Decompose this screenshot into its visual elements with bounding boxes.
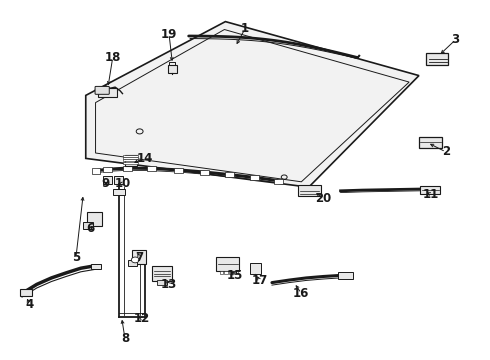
Text: 17: 17 xyxy=(251,274,268,287)
Bar xyxy=(113,189,125,195)
Bar xyxy=(250,175,259,180)
Bar xyxy=(157,280,167,285)
Bar xyxy=(174,168,183,173)
Text: 15: 15 xyxy=(227,269,244,282)
Text: 20: 20 xyxy=(315,192,332,204)
FancyBboxPatch shape xyxy=(95,86,109,94)
Polygon shape xyxy=(86,22,419,187)
Text: 18: 18 xyxy=(104,51,121,64)
Bar xyxy=(338,272,353,279)
Text: 7: 7 xyxy=(136,251,144,264)
Bar xyxy=(87,212,102,226)
Bar xyxy=(92,168,100,174)
Text: 3: 3 xyxy=(452,33,460,46)
Bar xyxy=(168,65,177,73)
Bar xyxy=(152,266,172,281)
Bar xyxy=(83,222,93,229)
Text: 6: 6 xyxy=(87,222,95,235)
Text: 4: 4 xyxy=(25,298,33,311)
Bar xyxy=(426,53,448,65)
Text: 5: 5 xyxy=(72,251,80,264)
Bar xyxy=(216,257,239,271)
Bar xyxy=(98,88,117,97)
Bar xyxy=(123,166,132,171)
Bar xyxy=(147,166,156,171)
Bar xyxy=(123,157,138,159)
Text: 1: 1 xyxy=(241,22,249,35)
Bar xyxy=(103,176,112,184)
Bar xyxy=(125,155,137,166)
Bar xyxy=(250,263,261,274)
Bar xyxy=(114,176,122,184)
Bar xyxy=(91,264,101,269)
Text: 2: 2 xyxy=(442,145,450,158)
Bar xyxy=(123,159,138,161)
Circle shape xyxy=(131,257,139,263)
Bar xyxy=(420,186,440,194)
Bar xyxy=(123,162,138,164)
Bar xyxy=(419,137,442,148)
Bar xyxy=(229,271,233,274)
Text: 9: 9 xyxy=(101,177,109,190)
Bar xyxy=(234,271,238,274)
Bar xyxy=(200,170,209,175)
Text: 11: 11 xyxy=(423,188,440,201)
Bar xyxy=(132,250,146,264)
Bar xyxy=(225,172,234,177)
Bar xyxy=(128,260,137,266)
Bar xyxy=(123,155,138,157)
Bar xyxy=(103,167,112,172)
Bar xyxy=(224,271,228,274)
Text: 8: 8 xyxy=(121,332,129,345)
Text: 19: 19 xyxy=(161,28,177,41)
Bar xyxy=(274,179,283,184)
Bar xyxy=(298,185,321,196)
Text: 16: 16 xyxy=(293,287,310,300)
Bar xyxy=(20,289,32,296)
Text: 13: 13 xyxy=(161,278,177,291)
Text: 12: 12 xyxy=(134,312,150,325)
Text: 14: 14 xyxy=(136,152,153,165)
Bar xyxy=(220,271,223,274)
Text: 10: 10 xyxy=(114,177,131,190)
